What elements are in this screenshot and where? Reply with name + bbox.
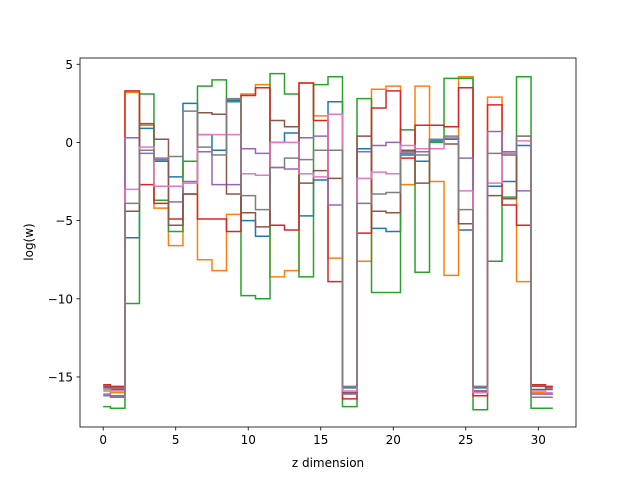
y-tick-label: −15 bbox=[48, 370, 73, 384]
y-tick-label: 5 bbox=[65, 58, 73, 72]
x-tick-label: 10 bbox=[241, 433, 256, 447]
plot-frame bbox=[79, 57, 577, 428]
series-line-8 bbox=[103, 97, 553, 399]
x-axis-label: z dimension bbox=[292, 456, 364, 470]
y-axis: −15 −10 −5 0 5 bbox=[48, 58, 80, 384]
y-axis-label: log(w) bbox=[22, 223, 36, 260]
x-axis: 0 5 10 15 20 25 30 bbox=[99, 427, 546, 447]
y-tick-label: −5 bbox=[55, 214, 73, 228]
x-tick-label: 5 bbox=[172, 433, 180, 447]
x-tick-label: 20 bbox=[386, 433, 401, 447]
series-layer bbox=[103, 72, 553, 411]
y-tick-label: 0 bbox=[65, 136, 73, 150]
y-tick-label: −10 bbox=[48, 292, 73, 306]
x-tick-label: 25 bbox=[458, 433, 473, 447]
x-tick-label: 15 bbox=[313, 433, 328, 447]
x-tick-label: 30 bbox=[531, 433, 546, 447]
x-tick-label: 0 bbox=[99, 433, 107, 447]
